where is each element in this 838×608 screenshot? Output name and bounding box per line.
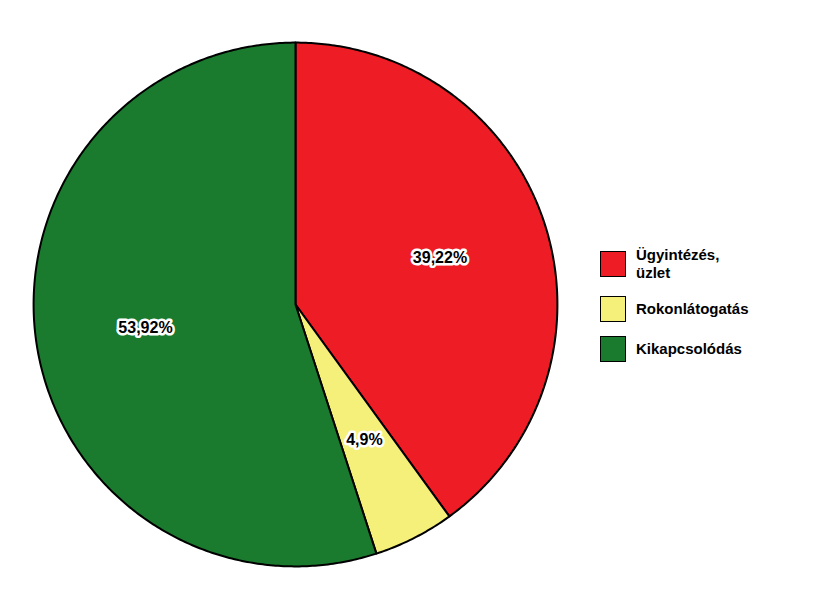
html-text:Rokonlátogatás: Rokonlátogatás — [636, 300, 749, 317]
svg-text:39,22%: 39,22% — [413, 249, 467, 266]
svg-text:53,92%: 53,92% — [118, 319, 172, 336]
html-text:Kikapcsolódás: Kikapcsolódás — [636, 340, 742, 357]
svg-text:4,9%: 4,9% — [346, 431, 382, 448]
html-text:Ügyintézés, üzlet: Ügyintézés, üzlet — [636, 246, 720, 281]
